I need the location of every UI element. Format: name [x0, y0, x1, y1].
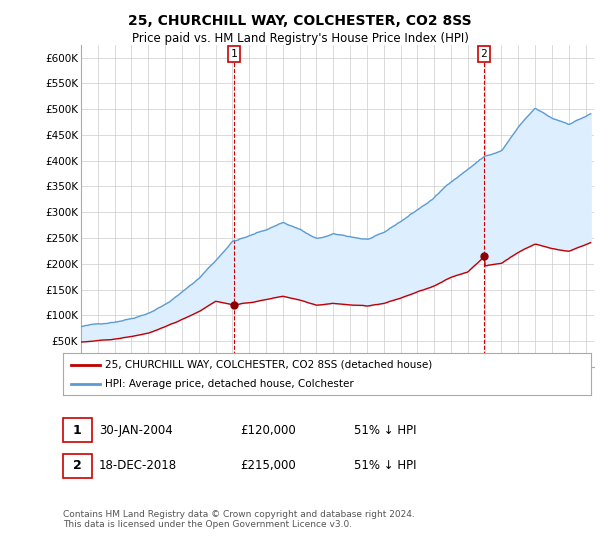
- Text: 51% ↓ HPI: 51% ↓ HPI: [354, 459, 416, 473]
- Text: 18-DEC-2018: 18-DEC-2018: [99, 459, 177, 473]
- Text: 25, CHURCHILL WAY, COLCHESTER, CO2 8SS (detached house): 25, CHURCHILL WAY, COLCHESTER, CO2 8SS (…: [105, 360, 433, 370]
- Text: Contains HM Land Registry data © Crown copyright and database right 2024.
This d: Contains HM Land Registry data © Crown c…: [63, 510, 415, 529]
- Text: 1: 1: [230, 49, 237, 59]
- Text: 2: 2: [73, 459, 82, 473]
- Text: HPI: Average price, detached house, Colchester: HPI: Average price, detached house, Colc…: [105, 379, 354, 389]
- Text: 2: 2: [481, 49, 487, 59]
- Text: Price paid vs. HM Land Registry's House Price Index (HPI): Price paid vs. HM Land Registry's House …: [131, 32, 469, 45]
- Text: £215,000: £215,000: [240, 459, 296, 473]
- Text: £120,000: £120,000: [240, 423, 296, 437]
- Text: 1: 1: [73, 423, 82, 437]
- Text: 25, CHURCHILL WAY, COLCHESTER, CO2 8SS: 25, CHURCHILL WAY, COLCHESTER, CO2 8SS: [128, 14, 472, 28]
- Text: 30-JAN-2004: 30-JAN-2004: [99, 423, 173, 437]
- Text: 51% ↓ HPI: 51% ↓ HPI: [354, 423, 416, 437]
